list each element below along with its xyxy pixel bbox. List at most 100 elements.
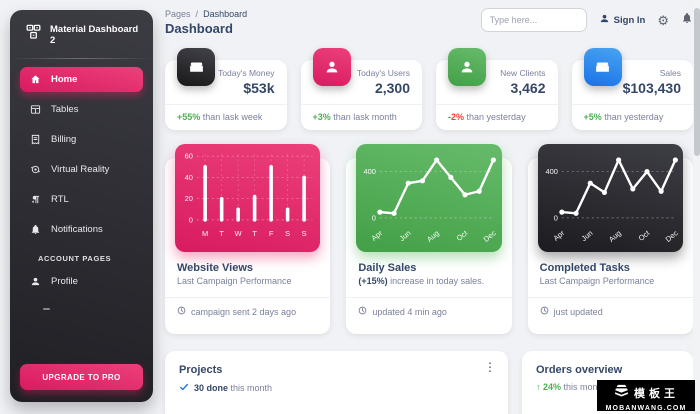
svg-text:Aug: Aug [607, 228, 623, 243]
svg-text:Oct: Oct [455, 228, 470, 243]
sign-in-label: Sign In [613, 14, 646, 26]
sidebar-item-partial [43, 308, 50, 310]
chart-footer: updated 4 min ago [346, 297, 512, 325]
charts-row: 0 20 40 60 M T W T F S S Website Views Last Campai… [165, 144, 693, 334]
sidebar-item-label: Virtual Reality [51, 164, 110, 175]
kebab-menu-icon[interactable]: ⋮ [484, 360, 496, 374]
orders-title: Orders overview [536, 364, 623, 376]
home-icon [29, 74, 42, 85]
svg-text:F: F [269, 229, 274, 238]
sidebar-item-notifications[interactable]: Notifications [20, 217, 143, 242]
stat-footer: +5% than yesterday [571, 104, 693, 130]
stat-delta-text: than yesterday [466, 112, 526, 122]
sidebar-item-label: Profile [51, 276, 78, 287]
topbar: Pages / Dashboard Dashboard Sign In ⚙ [165, 0, 693, 42]
projects-summary: 30 done this month [179, 382, 494, 394]
svg-text:400: 400 [364, 167, 376, 176]
stat-label: Today's Users [356, 68, 410, 78]
weekend-icon [177, 48, 215, 86]
person-icon [29, 276, 42, 287]
person-icon [599, 13, 610, 27]
sign-in-button[interactable]: Sign In [599, 13, 646, 27]
sidebar-nav: Home Tables Billing Virtual Reality RTL [10, 67, 153, 310]
scrollbar-track[interactable] [693, 0, 700, 414]
chart-title: Daily Sales [358, 262, 417, 274]
watermark-url: MOBANWANG.COM [605, 405, 687, 412]
settings-gear-icon[interactable]: ⚙ [657, 12, 669, 28]
stat-value: $103,430 [622, 80, 681, 96]
watermark-cn-text: 模板王 [634, 387, 679, 400]
stat-value: $53k [243, 80, 275, 96]
svg-text:Jun: Jun [579, 228, 594, 243]
svg-text:400: 400 [545, 167, 557, 176]
stat-footer: -2% than yesterday [436, 104, 558, 130]
sidebar-item-profile[interactable]: Profile [20, 269, 143, 294]
main-content: Pages / Dashboard Dashboard Sign In ⚙ [165, 0, 693, 414]
breadcrumb-separator: / [195, 9, 199, 19]
sidebar: Material Dashboard 2 Home Tables Billing [10, 10, 153, 402]
chart-title: Website Views [177, 262, 254, 274]
notifications-bell-icon[interactable] [681, 11, 693, 29]
sidebar-divider [10, 58, 153, 59]
svg-text:Apr: Apr [551, 228, 566, 243]
watermark-logo-icon [613, 382, 630, 404]
receipt-icon [29, 134, 42, 145]
svg-text:S: S [285, 229, 290, 238]
sidebar-item-home[interactable]: Home [20, 67, 143, 92]
sidebar-item-rtl[interactable]: RTL [20, 187, 143, 212]
stat-footer: +3% than lask month [300, 104, 422, 130]
daily-sales-line-chart: 0 400 Apr Jun Aug Oct Dec [356, 144, 502, 252]
svg-text:Jun: Jun [398, 228, 413, 243]
weekend-icon [583, 48, 622, 86]
chart-card-website-views: 0 20 40 60 M T W T F S S Website Views Last Campai… [165, 144, 331, 334]
sidebar-item-label: RTL [51, 194, 69, 205]
chart-footer: campaign sent 2 days ago [165, 297, 331, 325]
table-icon [29, 104, 42, 115]
chart-subtitle: Last Campaign Performance [539, 276, 655, 286]
breadcrumb-root[interactable]: Pages [165, 9, 191, 19]
svg-text:Dec: Dec [482, 228, 498, 244]
stat-delta-text: than lask week [202, 112, 263, 122]
stat-footer: +55% than lask week [165, 104, 287, 130]
completed-tasks-line-chart: 0 400 Apr Jun Aug Oct Dec [537, 144, 683, 252]
chart-footer-text: updated 4 min ago [372, 306, 447, 317]
svg-text:T: T [252, 229, 257, 238]
scrollbar-thumb[interactable] [693, 8, 700, 156]
stat-value: 2,300 [374, 80, 410, 96]
svg-text:Dec: Dec [663, 228, 679, 244]
svg-text:40: 40 [185, 173, 193, 182]
stat-card-new-clients: New Clients 3,462 -2% than yesterday [436, 48, 558, 130]
page-title: Dashboard [165, 21, 233, 36]
sidebar-item-virtual-reality[interactable]: Virtual Reality [20, 157, 143, 182]
chart-footer-text: just updated [553, 306, 603, 317]
svg-text:Apr: Apr [370, 228, 385, 243]
sidebar-item-label: Billing [51, 134, 77, 145]
search-input[interactable] [480, 8, 587, 32]
stat-label: Sales [659, 68, 681, 78]
stat-label: Today's Money [218, 68, 275, 78]
projects-card: Projects ⋮ 30 done this month [165, 351, 508, 414]
chart-card-completed-tasks: 0 400 Apr Jun Aug Oct Dec Completed Tasks Last… [527, 144, 693, 334]
person-icon [448, 48, 486, 86]
brand[interactable]: Material Dashboard 2 [10, 10, 153, 56]
website-views-bar-chart: 0 20 40 60 M T W T F S S [175, 144, 321, 252]
stat-delta-text: than lask month [333, 112, 397, 122]
svg-text:60: 60 [185, 152, 193, 161]
check-icon [179, 382, 189, 394]
person-icon [312, 48, 351, 86]
svg-text:S: S [302, 229, 307, 238]
stat-card-todays-money: Today's Money $53k +55% than lask week [165, 48, 287, 130]
watermark: 模板王 MOBANWANG.COM [597, 380, 695, 412]
orders-summary: ↑ 24% this month [536, 382, 606, 392]
top-controls: Sign In ⚙ [480, 8, 693, 32]
svg-text:M: M [202, 229, 208, 238]
stat-value: 3,462 [510, 80, 546, 96]
sidebar-item-tables[interactable]: Tables [20, 97, 143, 122]
svg-text:Oct: Oct [636, 228, 651, 243]
chart-footer: just updated [527, 297, 693, 325]
stat-card-todays-users: Today's Users 2,300 +3% than lask month [300, 48, 422, 130]
svg-text:Aug: Aug [425, 228, 441, 243]
upgrade-to-pro-button[interactable]: UPGRADE TO PRO [20, 364, 143, 390]
sidebar-item-billing[interactable]: Billing [20, 127, 143, 152]
svg-text:0: 0 [372, 213, 376, 222]
